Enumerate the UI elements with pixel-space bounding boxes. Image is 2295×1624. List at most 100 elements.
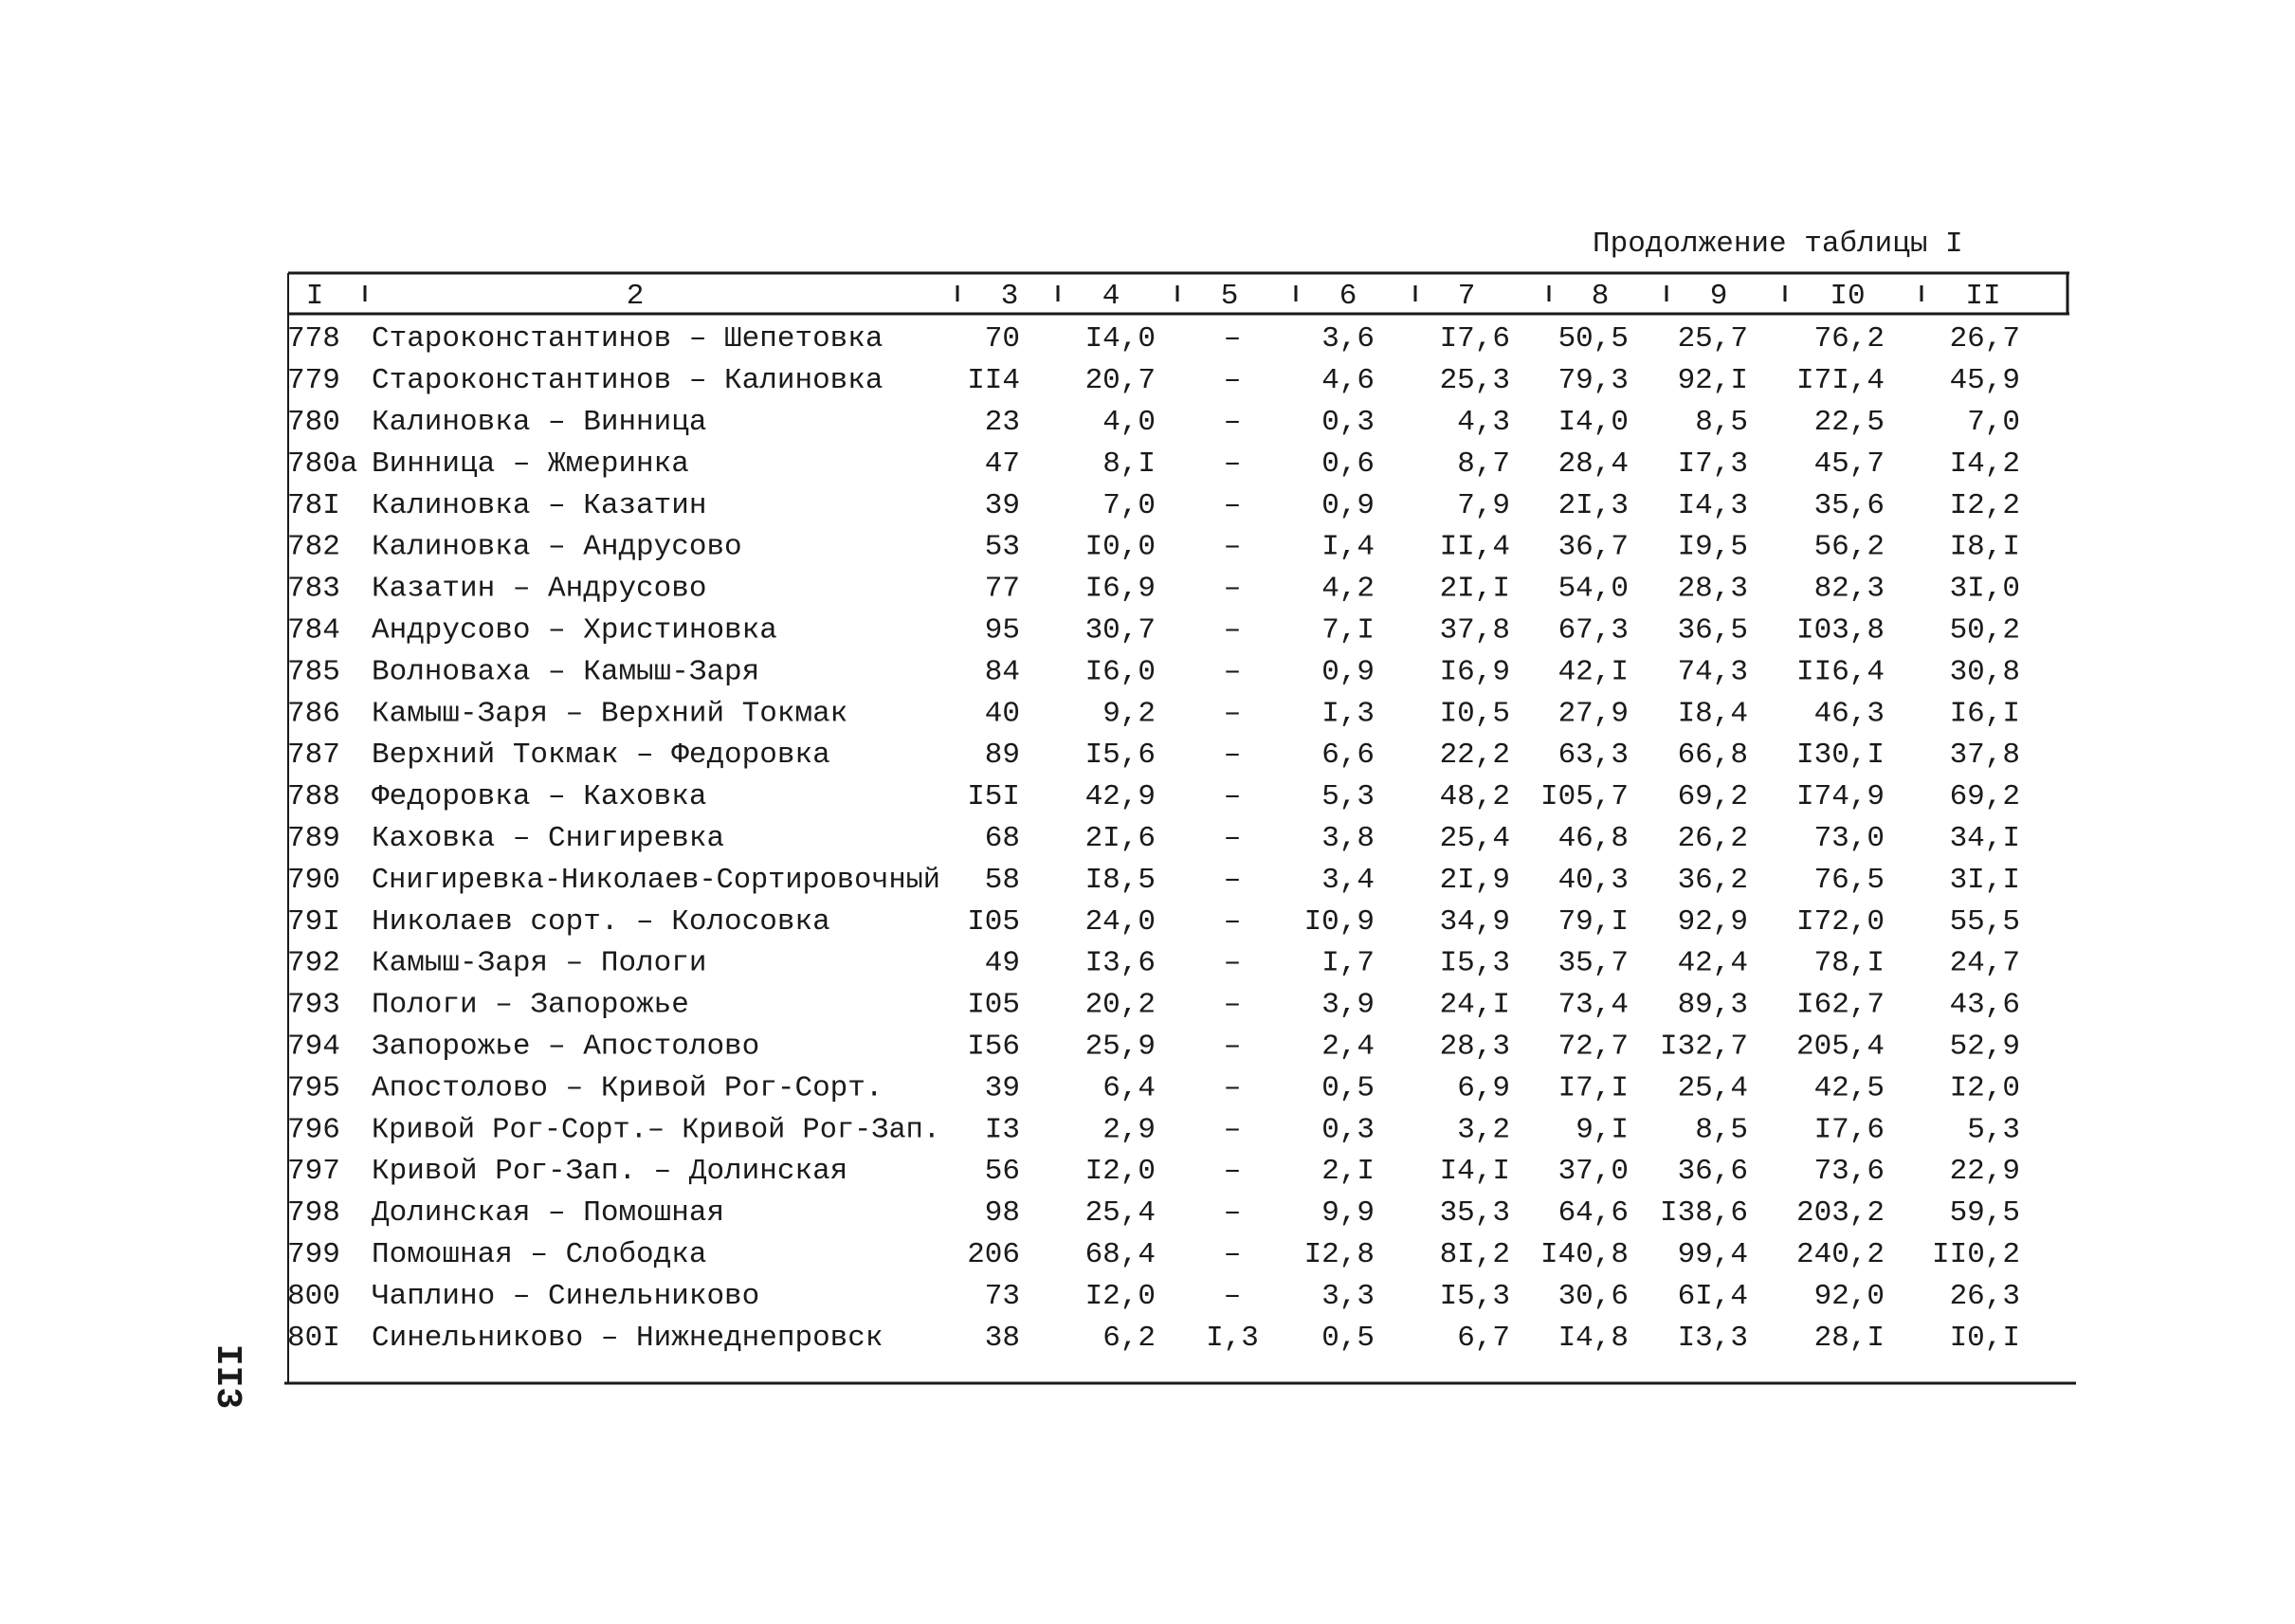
cell-value: II,4 [1440, 531, 1510, 564]
cell-value: – [1224, 864, 1242, 897]
section-name: Калиновка – Винница [372, 406, 706, 439]
cell-value: 23 [985, 406, 1020, 439]
cell-value: 8,7 [1457, 447, 1510, 481]
cell-value: I8,I [1950, 531, 2020, 564]
cell-value: I32,7 [1660, 1030, 1748, 1063]
cell-value: 2,9 [1102, 1113, 1156, 1146]
cell-value: 46,8 [1558, 822, 1629, 855]
cell-value: 39 [985, 489, 1020, 522]
cell-value: 3I,I [1950, 864, 2020, 897]
cell-value: 69,2 [1678, 780, 1748, 813]
cell-value: 73 [985, 1280, 1020, 1313]
cell-value: 73,0 [1814, 822, 1885, 855]
cell-value: I56 [967, 1030, 1020, 1063]
cell-value: 72,7 [1558, 1030, 1629, 1063]
cell-value: I05 [967, 989, 1020, 1022]
header-cell: 3 [1001, 280, 1019, 313]
cell-value: – [1224, 613, 1242, 647]
cell-value: 39 [985, 1071, 1020, 1104]
cell-value: 54,0 [1558, 573, 1629, 606]
cell-value: 40 [985, 697, 1020, 730]
cell-value: I74,9 [1796, 780, 1885, 813]
section-name: Староконстантинов – Калиновка [372, 364, 883, 397]
cell-value: 98 [985, 1196, 1020, 1230]
cell-value: 40,3 [1558, 864, 1629, 897]
cell-value: I2,0 [1085, 1155, 1156, 1188]
cell-value: 6,6 [1321, 739, 1375, 772]
cell-value: 82,3 [1814, 573, 1885, 606]
cell-value: 30,7 [1085, 613, 1156, 647]
cell-value: I40,8 [1540, 1238, 1629, 1271]
cell-value: 0,9 [1321, 655, 1375, 688]
cell-value: 6,9 [1457, 1071, 1510, 1104]
cell-value: 27,9 [1558, 697, 1629, 730]
cell-value: 95 [985, 613, 1020, 647]
cell-value: 92,9 [1678, 905, 1748, 939]
section-name: Староконстантинов – Шепетовка [372, 322, 883, 356]
cell-value: 22,2 [1440, 739, 1510, 772]
cell-value: I6,0 [1085, 655, 1156, 688]
cell-value: – [1224, 989, 1242, 1022]
cell-value: 56,2 [1814, 531, 1885, 564]
header-cell: 4 [1102, 280, 1120, 313]
section-name: Долинская – Помошная [372, 1196, 724, 1230]
cell-value: I0,9 [1304, 905, 1375, 939]
cell-value: I3,6 [1085, 947, 1156, 980]
cell-value: 99,4 [1678, 1238, 1748, 1271]
cell-value: I72,0 [1796, 905, 1885, 939]
cell-value: 42,9 [1085, 780, 1156, 813]
section-name: Кривой Рог-Сорт.– Кривой Рог-Зап. [372, 1113, 940, 1146]
cell-value: – [1224, 489, 1242, 522]
cell-value: 58 [985, 864, 1020, 897]
row-number: 792 [287, 947, 340, 980]
cell-value: II0,2 [1932, 1238, 2020, 1271]
cell-value: I4,8 [1558, 1322, 1629, 1355]
section-name: Волноваха – Камыш-Заря [372, 655, 759, 688]
cell-value: I0,I [1950, 1322, 2020, 1355]
cell-value: 3,3 [1321, 1280, 1375, 1313]
cell-value: 24,7 [1950, 947, 2020, 980]
section-name: Кривой Рог-Зап. – Долинская [372, 1155, 847, 1188]
cell-value: I6,I [1950, 697, 2020, 730]
row-number: 793 [287, 989, 340, 1022]
section-name: Чаплино – Синельниково [372, 1280, 759, 1313]
cell-value: I2,0 [1950, 1071, 2020, 1104]
cell-value: I8,5 [1085, 864, 1156, 897]
cell-value: 42,4 [1678, 947, 1748, 980]
row-number: 780а [287, 447, 357, 481]
row-number: 796 [287, 1113, 340, 1146]
cell-value: 2,4 [1321, 1030, 1375, 1063]
header-cell: 7 [1458, 280, 1476, 313]
row-number: 780 [287, 406, 340, 439]
cell-value: 25,4 [1085, 1196, 1156, 1230]
cell-value: 0,5 [1321, 1071, 1375, 1104]
cell-value: I0,5 [1440, 697, 1510, 730]
row-number: 786 [287, 697, 340, 730]
section-name: Помошная – Слободка [372, 1238, 706, 1271]
cell-value: 9,I [1576, 1113, 1629, 1146]
section-name: Калиновка – Казатин [372, 489, 706, 522]
cell-value: 4,6 [1321, 364, 1375, 397]
cell-value: 7,0 [1102, 489, 1156, 522]
cell-value: – [1224, 1238, 1242, 1271]
cell-value: 84 [985, 655, 1020, 688]
row-number: 779 [287, 364, 340, 397]
cell-value: I6,9 [1085, 573, 1156, 606]
cell-value: 68,4 [1085, 1238, 1156, 1271]
header-cell: 6 [1339, 280, 1357, 313]
cell-value: 3,6 [1321, 322, 1375, 356]
header-cell: 9 [1710, 280, 1728, 313]
cell-value: 3,9 [1321, 989, 1375, 1022]
row-number: 790 [287, 864, 340, 897]
cell-value: 7,I [1321, 613, 1375, 647]
section-name: Пологи – Запорожье [372, 989, 689, 1022]
row-number: 784 [287, 613, 340, 647]
cell-value: 37,0 [1558, 1155, 1629, 1188]
cell-value: – [1224, 905, 1242, 939]
cell-value: 26,3 [1950, 1280, 2020, 1313]
cell-value: I7,6 [1440, 322, 1510, 356]
section-name: Запорожье – Апостолово [372, 1030, 759, 1063]
cell-value: I,7 [1321, 947, 1375, 980]
cell-value: 205,4 [1796, 1030, 1885, 1063]
